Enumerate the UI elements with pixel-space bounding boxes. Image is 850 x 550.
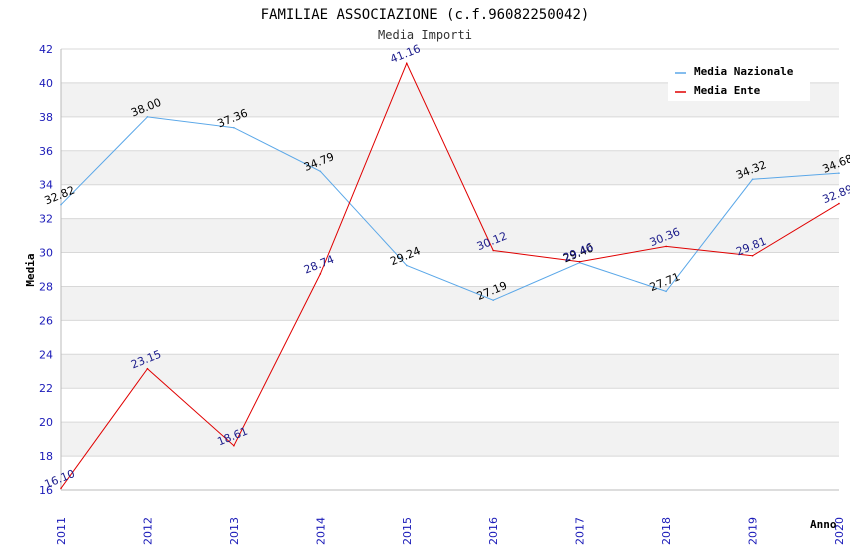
- y-tick-label: 40: [39, 77, 53, 90]
- data-point-media-ente: [146, 367, 149, 370]
- data-point-media-nazionale: [665, 290, 667, 293]
- series-line-media-ente: [60, 61, 840, 489]
- axes: [60, 49, 839, 491]
- y-tick-label: 38: [39, 111, 53, 124]
- plot-background-bands: [61, 82, 839, 457]
- y-tick-labels: 16 18 20 22 24 26 28 30 32 34 36 38 40 42: [39, 43, 53, 497]
- x-tick-label: 2014: [314, 517, 327, 545]
- y-tick-label: 24: [39, 348, 53, 361]
- y-tick-label: 30: [39, 247, 53, 260]
- data-point-media-nazionale: [405, 264, 408, 267]
- x-tick-label: 2019: [747, 517, 760, 545]
- data-point-media-nazionale: [751, 178, 754, 181]
- data-label-media-ente: 32.89: [821, 182, 850, 206]
- y-tick-label: 36: [39, 145, 53, 158]
- x-tick-label: 2017: [574, 517, 587, 545]
- x-axis-label: Anno: [810, 518, 837, 531]
- chart-title: FAMILIAE ASSOCIAZIONE (c.f.96082250042): [261, 7, 590, 23]
- plot-band: [61, 422, 839, 457]
- data-point-media-ente: [60, 487, 62, 490]
- data-label-media-ente: 41.16: [388, 42, 422, 66]
- x-tick-label: 2013: [228, 517, 241, 545]
- chart-subtitle: Media Importi: [378, 28, 472, 42]
- x-tick-label: 2018: [660, 517, 673, 545]
- legend-box: [668, 59, 810, 101]
- data-point-media-ente: [405, 62, 408, 65]
- data-point-media-nazionale: [319, 170, 322, 173]
- data-point-media-nazionale: [60, 203, 62, 206]
- data-point-media-nazionale: [838, 172, 840, 174]
- plot-band: [61, 354, 839, 389]
- plot-band: [61, 218, 839, 253]
- x-tick-label: 2020: [833, 517, 846, 545]
- y-tick-label: 16: [39, 484, 53, 497]
- data-point-media-ente: [838, 202, 840, 205]
- y-tick-label: 34: [39, 179, 53, 192]
- y-tick-label: 26: [39, 314, 53, 327]
- y-tick-label: 42: [39, 43, 53, 56]
- data-point-media-ente: [751, 254, 754, 257]
- y-tick-label: 22: [39, 382, 53, 395]
- data-point-media-ente: [578, 260, 581, 263]
- x-tick-labels: 2011 2012 2013 2014 2015 2016 2017 2018 2019 2020: [55, 517, 846, 545]
- legend-label-media-ente: Media Ente: [694, 84, 761, 97]
- y-tick-label: 32: [39, 213, 53, 226]
- data-point-media-ente: [492, 249, 495, 252]
- data-point-media-ente: [233, 444, 235, 447]
- data-point-media-nazionale: [233, 126, 235, 129]
- data-label-media-ente: 16.10: [43, 467, 77, 491]
- data-point-media-nazionale: [492, 299, 495, 302]
- x-tick-label: 2012: [141, 517, 154, 545]
- data-point-media-nazionale: [146, 116, 149, 118]
- series-lines: [60, 61, 840, 490]
- x-tick-label: 2016: [487, 517, 500, 545]
- data-point-media-ente: [319, 273, 322, 275]
- legend: Media Nazionale Media Ente: [668, 59, 810, 101]
- data-label-media-ente: 28.74: [302, 253, 336, 277]
- x-tick-label: 2015: [401, 517, 414, 545]
- data-point-media-ente: [665, 245, 667, 248]
- legend-label-media-nazionale: Media Nazionale: [694, 65, 794, 78]
- y-tick-label: 28: [39, 280, 53, 293]
- series-line-media-nazionale: [60, 116, 840, 301]
- y-axis-label: Media: [24, 253, 37, 286]
- x-tick-label: 2011: [55, 517, 68, 545]
- y-tick-label: 18: [39, 450, 53, 463]
- grid-lines: [61, 48, 839, 491]
- y-tick-label: 20: [39, 416, 53, 429]
- plot-band: [61, 286, 839, 321]
